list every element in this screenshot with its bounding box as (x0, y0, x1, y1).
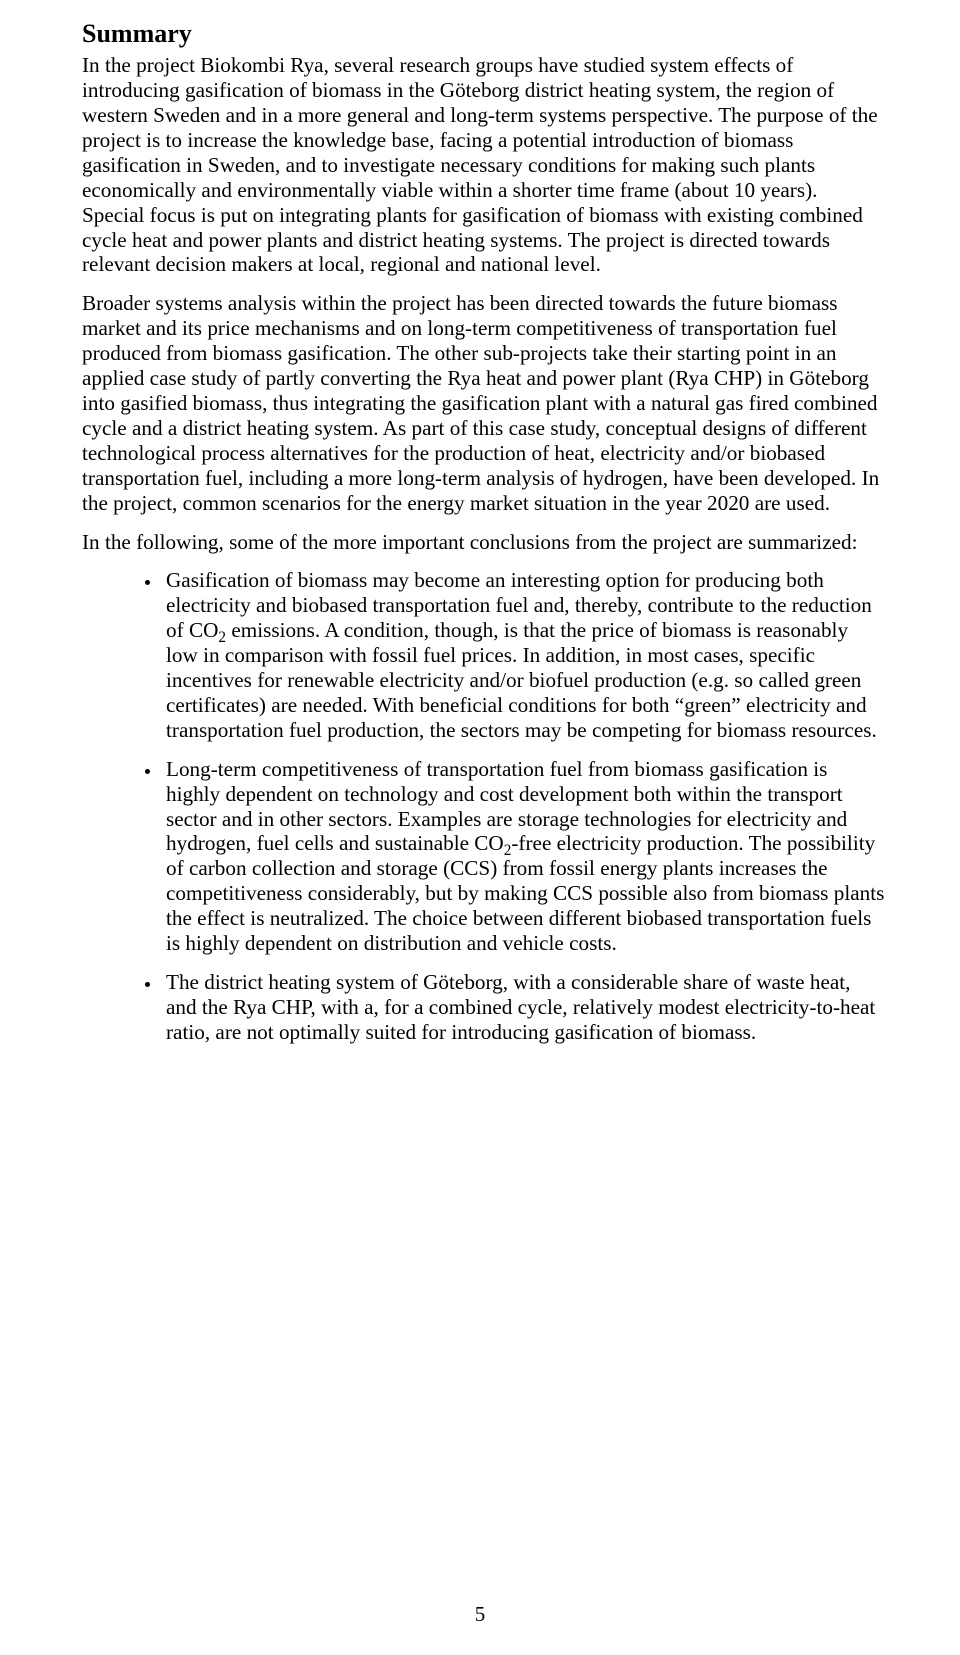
paragraph-3: In the following, some of the more impor… (82, 530, 885, 555)
conclusion-list: Gasification of biomass may become an in… (82, 568, 885, 1044)
bullet-3: The district heating system of Göteborg,… (162, 970, 885, 1045)
paragraph-1: In the project Biokombi Rya, several res… (82, 53, 885, 277)
page-number: 5 (0, 1602, 960, 1627)
document-page: Summary In the project Biokombi Rya, sev… (0, 0, 960, 1655)
bullet-1-text-post: emissions. A condition, though, is that … (166, 618, 877, 742)
section-title: Summary (82, 18, 885, 49)
paragraph-2: Broader systems analysis within the proj… (82, 291, 885, 515)
bullet-2: Long-term competitiveness of transportat… (162, 757, 885, 956)
bullet-1: Gasification of biomass may become an in… (162, 568, 885, 742)
